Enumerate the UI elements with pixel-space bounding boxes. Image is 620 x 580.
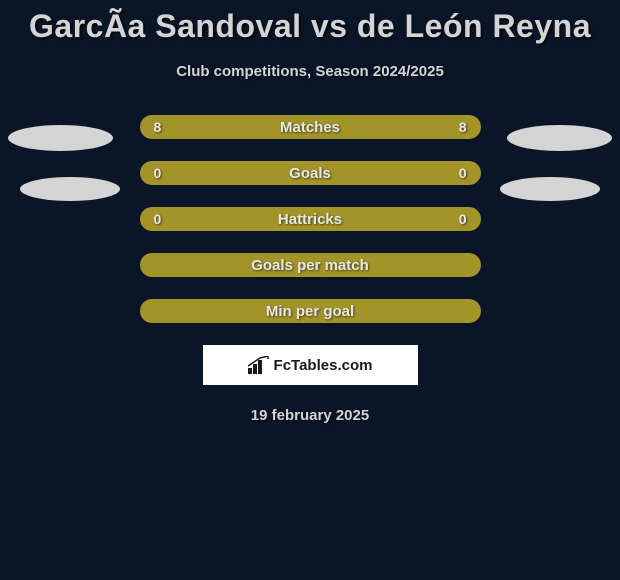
date-label: 19 february 2025 [251, 407, 369, 424]
stat-right-value: 0 [459, 211, 467, 227]
stat-label: Matches [280, 119, 340, 136]
stat-left-value: 8 [154, 119, 162, 135]
page-subtitle: Club competitions, Season 2024/2025 [176, 63, 444, 80]
stat-row-hattricks: 0 Hattricks 0 [0, 207, 620, 231]
stat-bar-hattricks: 0 Hattricks 0 [140, 207, 481, 231]
stat-left-value: 0 [154, 165, 162, 181]
brand-box[interactable]: FcTables.com [203, 345, 418, 385]
stat-left-value: 0 [154, 211, 162, 227]
stat-label: Hattricks [278, 211, 342, 228]
stat-row-goals: 0 Goals 0 [0, 161, 620, 185]
stat-right-value: 8 [459, 119, 467, 135]
comparison-container: GarcÃ­a Sandoval vs de León Reyna Club c… [0, 0, 620, 424]
stat-label: Min per goal [266, 303, 354, 320]
stat-row-matches: 8 Matches 8 [0, 115, 620, 139]
stat-bar-mpg: Min per goal [140, 299, 481, 323]
fctables-logo-icon [248, 356, 270, 374]
stat-label: Goals [289, 165, 331, 182]
stat-bar-matches: 8 Matches 8 [140, 115, 481, 139]
stat-bar-goals: 0 Goals 0 [140, 161, 481, 185]
page-title: GarcÃ­a Sandoval vs de León Reyna [29, 8, 591, 45]
stat-row-mpg: Min per goal [0, 299, 620, 323]
stat-label: Goals per match [251, 257, 369, 274]
stat-bar-gpm: Goals per match [140, 253, 481, 277]
stat-right-value: 0 [459, 165, 467, 181]
brand-label: FcTables.com [274, 357, 373, 374]
stat-row-gpm: Goals per match [0, 253, 620, 277]
